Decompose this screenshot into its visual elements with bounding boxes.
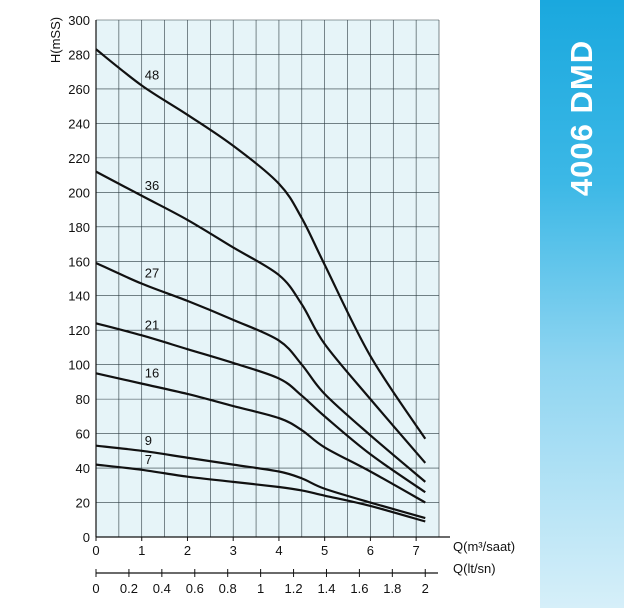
x-tick-label: 1 [138, 543, 145, 558]
y-tick-label: 200 [68, 185, 90, 200]
series-label-7: 7 [145, 452, 152, 467]
series-line-21 [95, 322, 426, 494]
banner-title: 4006 DMD [564, 39, 599, 197]
y-tick-label: 80 [76, 392, 90, 407]
series-label-16: 16 [145, 366, 159, 381]
x-axis-label: Q(m³/saat) [453, 539, 515, 554]
x2-tick-label: 1.6 [350, 581, 368, 596]
x-tick-label: 6 [367, 543, 374, 558]
y-tick-label: 240 [68, 116, 90, 131]
x2-tick-label: 1 [257, 581, 264, 596]
y-tick-label: 60 [76, 427, 90, 442]
y-tick-label: 0 [83, 530, 90, 545]
x-tick-label: 3 [230, 543, 237, 558]
series-label-21: 21 [145, 317, 159, 332]
x-tick-label: 0 [92, 543, 99, 558]
x2-tick-label: 2 [422, 581, 429, 596]
y-tick-label: 280 [68, 47, 90, 62]
series-line-27 [95, 261, 426, 483]
y-tick-label: 40 [76, 461, 90, 476]
y-axis-label: H(mSS) [48, 17, 63, 63]
x2-tick-label: 1.2 [285, 581, 303, 596]
pump-curve-chart: 0204060801001201401601802002202402602803… [48, 13, 515, 596]
y-tick-label: 160 [68, 254, 90, 269]
x-tick-label: 2 [184, 543, 191, 558]
x2-tick-label: 0.4 [153, 581, 171, 596]
side-banner: 4006 DMD [540, 0, 624, 608]
series-label-27: 27 [145, 266, 159, 281]
y-tick-label: 120 [68, 323, 90, 338]
series-labels: 48 36 27 21 16 9 7 [145, 67, 159, 466]
series-lines [95, 48, 427, 523]
plot-background [96, 20, 439, 537]
series-label-9: 9 [145, 433, 152, 448]
series-label-36: 36 [145, 178, 159, 193]
x2-tick-label: 0.2 [120, 581, 138, 596]
y-tick-label: 20 [76, 496, 90, 511]
axes [95, 20, 450, 574]
series-line-7 [95, 463, 426, 523]
y-tick-label: 300 [68, 13, 90, 28]
y-tick-label: 180 [68, 220, 90, 235]
x2-tick-label: 1.8 [383, 581, 401, 596]
x2-tick-label: 0.6 [186, 581, 204, 596]
x-tick-label: 4 [275, 543, 282, 558]
x-tick-label: 7 [413, 543, 420, 558]
x-tick-label: 5 [321, 543, 328, 558]
x2-tick-label: 0.8 [219, 581, 237, 596]
x2-axis-label: Q(lt/sn) [453, 561, 496, 576]
x2-tick-label: 1.4 [317, 581, 335, 596]
grid [96, 19, 440, 537]
tick-labels: 0204060801001201401601802002202402602803… [68, 13, 429, 596]
y-tick-label: 140 [68, 289, 90, 304]
y-tick-label: 260 [68, 82, 90, 97]
series-line-16 [95, 372, 426, 504]
series-label-48: 48 [145, 67, 159, 82]
y-tick-label: 100 [68, 358, 90, 373]
series-line-48 [95, 48, 427, 440]
x2-tick-label: 0 [92, 581, 99, 596]
series-line-9 [95, 444, 426, 520]
y-tick-label: 220 [68, 151, 90, 166]
series-line-36 [95, 170, 427, 464]
